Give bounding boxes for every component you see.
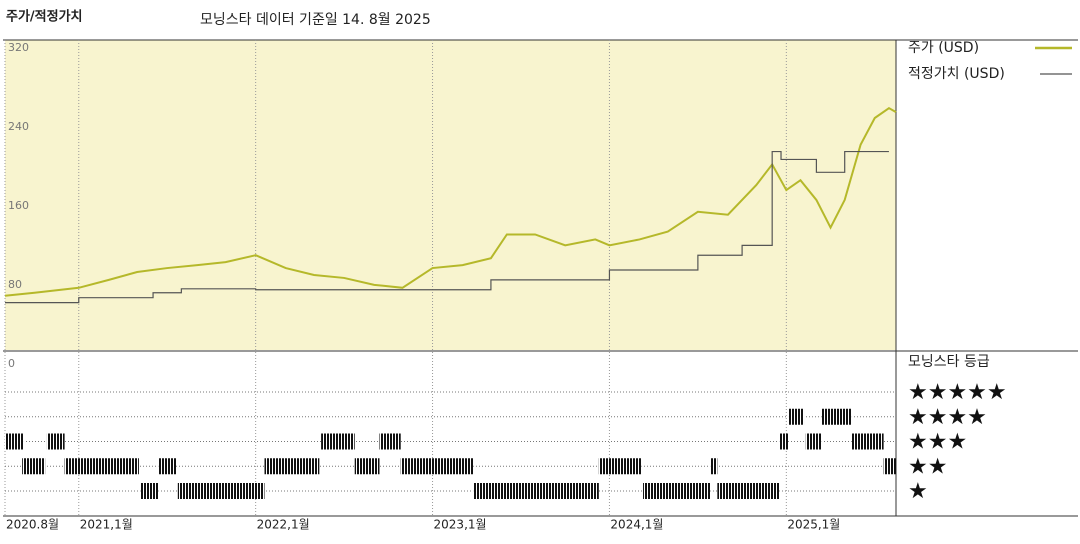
rating-period bbox=[851, 433, 884, 450]
rating-period bbox=[473, 483, 599, 499]
y-tick-label: 160 bbox=[8, 199, 29, 212]
rating-period bbox=[821, 408, 852, 425]
rating-period bbox=[717, 483, 780, 499]
rating-period bbox=[158, 458, 177, 475]
rating-period bbox=[22, 458, 46, 475]
y-tick-label: 0 bbox=[8, 357, 15, 370]
rating-period bbox=[64, 458, 139, 475]
x-tick-label: 2021,1월 bbox=[80, 518, 133, 532]
rating-period bbox=[140, 483, 159, 499]
rating-period bbox=[779, 433, 789, 450]
series-line bbox=[5, 150, 889, 304]
rating-label: ★★★★★ bbox=[908, 380, 1007, 405]
rating-period bbox=[379, 433, 401, 450]
chart-title: 주가/적정가치 bbox=[6, 9, 83, 25]
rating-period bbox=[598, 458, 642, 475]
rating-label: ★★ bbox=[908, 454, 947, 479]
rating-period bbox=[400, 458, 474, 475]
chart-subtitle: 모닝스타 데이터 기준일 14. 8월 2025 bbox=[200, 12, 431, 28]
rating-period bbox=[883, 458, 896, 475]
rating-period bbox=[177, 483, 265, 499]
legend-label: 주가 (USD) bbox=[908, 40, 979, 56]
x-tick-label: 2024,1월 bbox=[610, 518, 663, 532]
rating-period bbox=[321, 433, 355, 450]
rating-period bbox=[5, 433, 24, 450]
rating-label: ★★★★ bbox=[908, 405, 987, 430]
y-tick-label: 240 bbox=[8, 120, 29, 133]
y-tick-label: 80 bbox=[8, 278, 22, 291]
legend-label: 적정가치 (USD) bbox=[908, 66, 1005, 82]
rating-period bbox=[46, 433, 65, 450]
x-tick-label: 2020.8월 bbox=[6, 518, 59, 532]
rating-period bbox=[805, 433, 822, 450]
rating-period bbox=[643, 483, 711, 499]
rating-period bbox=[354, 458, 380, 475]
series-line bbox=[4, 106, 897, 297]
rating-period bbox=[264, 458, 320, 475]
rating-title: 모닝스타 등급 bbox=[908, 354, 990, 370]
rating-label: ★★★ bbox=[908, 430, 967, 455]
x-tick-label: 2025,1월 bbox=[787, 518, 840, 532]
x-tick-label: 2023,1월 bbox=[434, 518, 487, 532]
rating-period bbox=[710, 458, 718, 475]
plot-background bbox=[5, 40, 896, 350]
rating-period bbox=[788, 408, 805, 425]
y-tick-label: 320 bbox=[8, 41, 29, 54]
rating-label: ★ bbox=[908, 479, 928, 504]
x-tick-label: 2022,1월 bbox=[257, 518, 310, 532]
